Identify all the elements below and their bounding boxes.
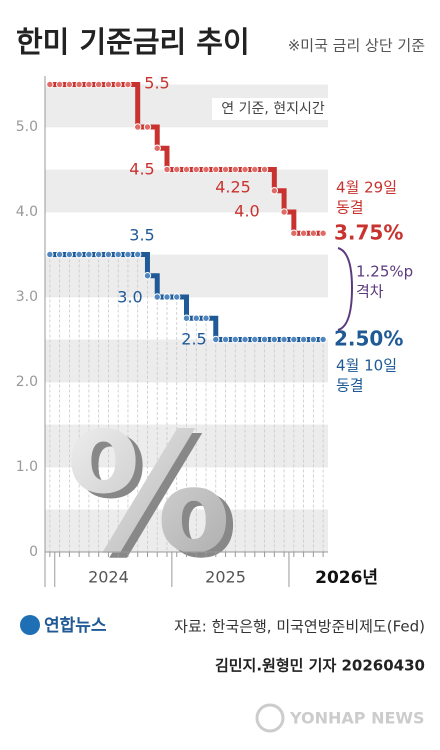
data-point <box>46 250 54 259</box>
kr-note: 동결 <box>336 377 364 395</box>
data-point <box>251 165 259 174</box>
stripe <box>45 254 328 297</box>
data-point <box>173 165 181 174</box>
data-point <box>270 187 279 195</box>
logo: 연합뉴스 <box>44 615 107 636</box>
data-point <box>280 335 288 344</box>
data-point <box>134 123 142 131</box>
data-point <box>65 80 74 89</box>
gap-bracket <box>337 247 354 331</box>
data-point <box>290 335 298 344</box>
kr-note: 4월 10일 <box>336 357 397 375</box>
gap-label: 1.25%p <box>356 263 413 281</box>
data-point <box>202 165 210 174</box>
data-point <box>114 80 122 89</box>
step-label: 5.5 <box>144 74 169 93</box>
data-point <box>309 335 318 344</box>
data-point <box>153 144 161 152</box>
data-point <box>134 250 142 259</box>
data-point <box>85 80 93 89</box>
y-tick-label: 5.0 <box>16 119 38 135</box>
data-point <box>182 314 191 322</box>
chart-subtitle: ※미국 금리 상단 기준 <box>288 37 425 55</box>
data-point <box>143 123 152 131</box>
data-point <box>65 250 74 259</box>
data-point <box>319 229 327 237</box>
data-point <box>124 80 132 89</box>
data-point <box>143 272 152 280</box>
x-tick-label: 2024 <box>88 568 129 587</box>
data-point <box>299 335 308 344</box>
data-point <box>75 250 83 259</box>
data-point <box>231 335 239 344</box>
note-bg <box>212 98 334 120</box>
data-point <box>173 293 181 301</box>
data-point <box>241 165 249 174</box>
step-label: 3.0 <box>117 288 142 307</box>
data-point <box>251 335 259 344</box>
kr-rate: 2.50% <box>334 327 403 351</box>
data-point <box>319 335 327 344</box>
data-point <box>260 335 269 344</box>
data-point <box>75 80 83 89</box>
data-point <box>85 250 93 259</box>
step-label: 4.5 <box>129 160 154 179</box>
y-tick-label: 0 <box>29 544 38 560</box>
data-point <box>163 165 171 174</box>
data-point <box>221 165 230 174</box>
watermark: YONHAP NEWS <box>289 709 425 728</box>
data-point <box>309 229 318 237</box>
logo-icon <box>20 615 40 635</box>
step-label: 4.0 <box>234 202 259 221</box>
data-point <box>46 80 54 89</box>
us-rate: 3.75% <box>334 221 403 245</box>
percent-graphic: % <box>66 397 231 589</box>
byline: 김민지.원형민 기자 20260430 <box>215 657 425 675</box>
x-tick-label: 2025 <box>205 568 246 587</box>
data-point <box>94 250 103 259</box>
data-point <box>55 80 64 89</box>
data-point <box>192 165 200 174</box>
y-tick-label: 3.0 <box>16 289 38 305</box>
data-point <box>104 80 113 89</box>
data-point <box>124 250 132 259</box>
y-tick-label: 4.0 <box>16 204 38 220</box>
step-label: 4.25 <box>215 178 251 197</box>
data-point <box>290 229 298 237</box>
step-line <box>46 252 324 342</box>
data-point <box>231 165 239 174</box>
data-point <box>104 250 113 259</box>
data-point <box>114 250 122 259</box>
data-point <box>202 314 210 322</box>
data-point <box>163 293 171 301</box>
data-point <box>212 335 220 344</box>
watermark-icon <box>255 703 285 733</box>
data-point <box>270 335 279 344</box>
percent-shadow: % <box>73 402 238 594</box>
data-point <box>221 335 230 344</box>
gap-label: 격차 <box>356 283 384 301</box>
data-point <box>241 335 249 344</box>
data-point <box>260 165 269 174</box>
us-note: 4월 29일 <box>336 179 397 197</box>
note: 연 기준, 현지시간 <box>221 101 325 117</box>
data-point <box>182 165 191 174</box>
data-point <box>212 165 220 174</box>
x-tick-label: 2026년 <box>315 568 378 588</box>
step-label: 2.5 <box>181 330 206 349</box>
chart-title: 한미 기준금리 추이 <box>16 25 250 59</box>
us-note: 동결 <box>336 199 364 217</box>
y-tick-label: 2.0 <box>16 374 38 390</box>
data-point <box>153 293 161 301</box>
data-point <box>94 80 103 89</box>
source: 자료: 한국은행, 미국연방준비제도(Fed) <box>174 618 425 636</box>
y-tick-label: 1.0 <box>16 459 38 475</box>
data-point <box>55 250 64 259</box>
data-point <box>192 314 200 322</box>
step-label: 3.5 <box>129 226 154 245</box>
data-point <box>299 229 308 237</box>
data-point <box>280 208 288 216</box>
